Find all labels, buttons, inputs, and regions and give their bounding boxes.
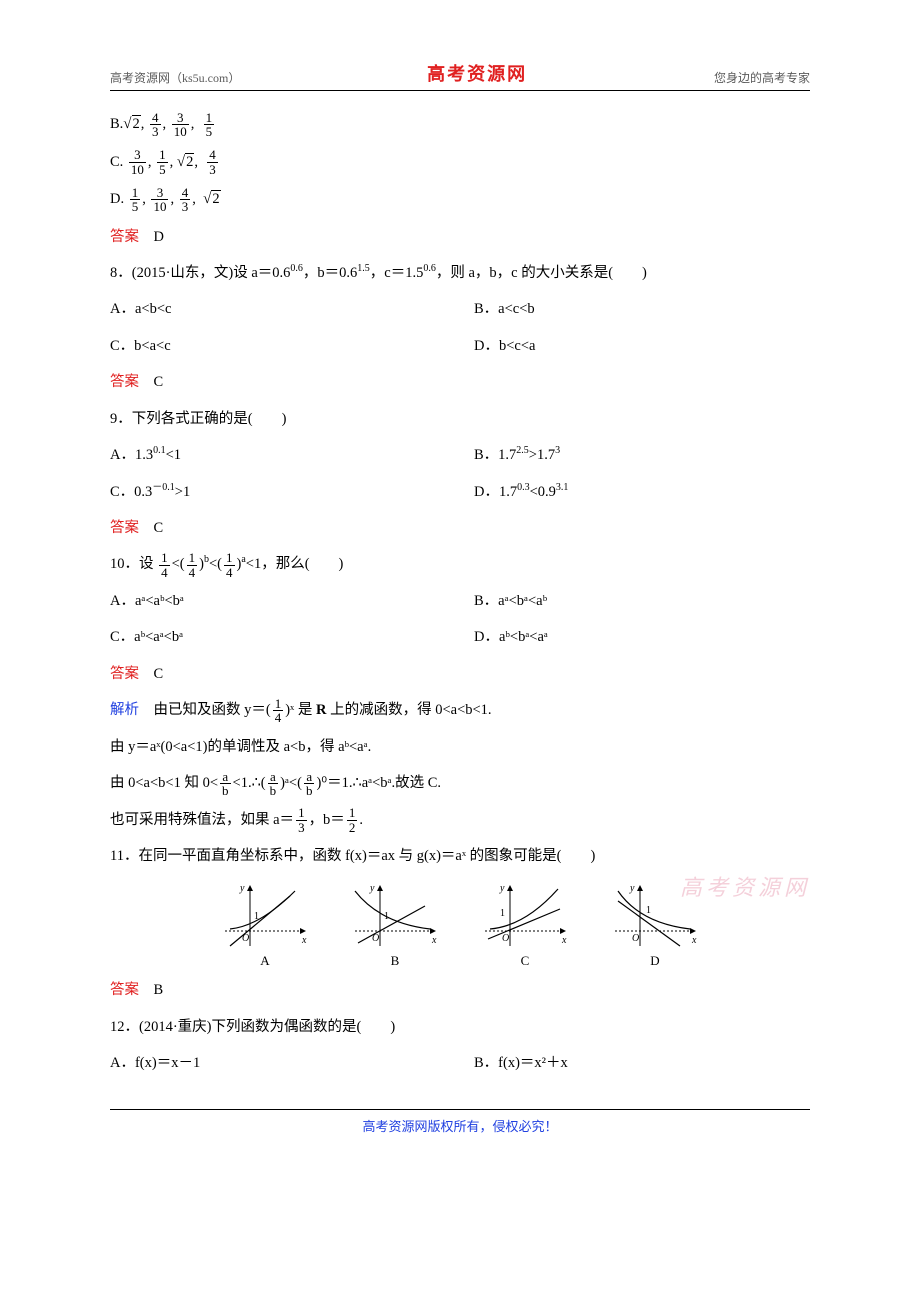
q9-row2: C．0.3－0.1>1 D．1.70.3<0.93.1 bbox=[110, 477, 810, 507]
q7-option-c: C. 310, 15, √2, 43 bbox=[110, 147, 810, 179]
q10-row2: C．aᵇ<aᵃ<bᵃ D．aᵇ<bᵃ<aᵃ bbox=[110, 622, 810, 652]
q10-opt-d: D．aᵇ<bᵃ<aᵃ bbox=[474, 622, 810, 652]
answer-label: 答案 bbox=[110, 374, 139, 390]
svg-text:y: y bbox=[239, 883, 245, 894]
graph-label: C bbox=[480, 953, 570, 969]
q7-option-d: D. 15, 310, 43, √2 bbox=[110, 184, 810, 216]
q10-opt-b: B．aᵃ<bᵃ<aᵇ bbox=[474, 586, 810, 616]
q7-option-b: B.√2, 43, 310, 15 bbox=[110, 109, 810, 141]
svg-text:O: O bbox=[632, 933, 639, 944]
q10-stem: 10．设 14<(14)b<(14)a<1，那么( ) bbox=[110, 549, 810, 579]
q8-opt-a: A．a<b<c bbox=[110, 294, 474, 324]
svg-text:x: x bbox=[301, 935, 307, 946]
explain-l2: 由 y＝aˣ(0<a<1)的单调性及 a<b，得 aᵇ<aᵃ. bbox=[110, 732, 810, 762]
answer-value: C bbox=[154, 666, 164, 682]
q12-row1: A．f(x)＝x－1 B．f(x)＝x²＋x bbox=[110, 1048, 810, 1078]
q8-opt-b: B．a<c<b bbox=[474, 294, 810, 324]
sqrt-val: 2 bbox=[211, 190, 220, 207]
header-left: 高考资源网（ks5u.com） bbox=[110, 69, 240, 86]
svg-text:y: y bbox=[369, 883, 375, 894]
q11-answer: 答案 B bbox=[110, 975, 810, 1005]
q7-answer: 答案 D bbox=[110, 222, 810, 252]
q10-row1: A．aᵃ<aᵇ<bᵃ B．aᵃ<bᵃ<aᵇ bbox=[110, 586, 810, 616]
svg-text:x: x bbox=[691, 935, 697, 946]
answer-label: 答案 bbox=[110, 520, 139, 536]
svg-text:y: y bbox=[499, 883, 505, 894]
q9-answer: 答案 C bbox=[110, 513, 810, 543]
q9-opt-d: D．1.70.3<0.93.1 bbox=[474, 477, 810, 507]
q8-row2: C．b<a<c D．b<c<a bbox=[110, 331, 810, 361]
q8-opt-c: C．b<a<c bbox=[110, 331, 474, 361]
explain-label: 解析 bbox=[110, 702, 139, 718]
footer-divider bbox=[110, 1109, 810, 1110]
graph-a: x y O 1 A bbox=[220, 881, 310, 969]
q11-graphs: x y O 1 A x y O 1 B bbox=[110, 881, 810, 969]
page-header: 高考资源网（ks5u.com） 高考资源网 您身边的高考专家 bbox=[110, 60, 810, 86]
q9-opt-a: A．1.30.1<1 bbox=[110, 440, 474, 470]
answer-value: B bbox=[154, 982, 164, 998]
header-divider bbox=[110, 90, 810, 91]
q9-row1: A．1.30.1<1 B．1.72.5>1.73 bbox=[110, 440, 810, 470]
q8-stem: 8．(2015·山东，文)设 a＝0.60.6，b＝0.61.5，c＝1.50.… bbox=[110, 258, 810, 288]
svg-text:x: x bbox=[431, 935, 437, 946]
svg-text:x: x bbox=[561, 935, 567, 946]
q10-opt-c: C．aᵇ<aᵃ<bᵃ bbox=[110, 622, 474, 652]
answer-value: C bbox=[154, 520, 164, 536]
q12-opt-a: A．f(x)＝x－1 bbox=[110, 1048, 474, 1078]
q9-opt-b: B．1.72.5>1.73 bbox=[474, 440, 810, 470]
q12-stem: 12．(2014·重庆)下列函数为偶函数的是( ) bbox=[110, 1012, 810, 1042]
q9-stem: 9．下列各式正确的是( ) bbox=[110, 404, 810, 434]
explain-l1: 解析 由已知及函数 y＝(14)ˣ 是 R 上的减函数，得 0<a<b<1. bbox=[110, 695, 810, 725]
header-center: 高考资源网 bbox=[427, 60, 527, 86]
sqrt-val: 2 bbox=[132, 115, 141, 132]
svg-text:y: y bbox=[629, 883, 635, 894]
answer-label: 答案 bbox=[110, 666, 139, 682]
footer-text: 高考资源网版权所有，侵权必究！ bbox=[110, 1116, 810, 1135]
q8-row1: A．a<b<c B．a<c<b bbox=[110, 294, 810, 324]
graph-label: A bbox=[220, 953, 310, 969]
q8-answer: 答案 C bbox=[110, 367, 810, 397]
graph-c: x y O 1 C bbox=[480, 881, 570, 969]
answer-label: 答案 bbox=[110, 229, 139, 245]
q10-opt-a: A．aᵃ<aᵇ<bᵃ bbox=[110, 586, 474, 616]
svg-text:1: 1 bbox=[254, 911, 259, 922]
answer-label: 答案 bbox=[110, 982, 139, 998]
opt-prefix: D. bbox=[110, 191, 124, 207]
q8-opt-d: D．b<c<a bbox=[474, 331, 810, 361]
answer-value: C bbox=[154, 374, 164, 390]
sqrt-val: 2 bbox=[185, 153, 194, 170]
q11-stem: 11．在同一平面直角坐标系中，函数 f(x)＝ax 与 g(x)＝aˣ 的图象可… bbox=[110, 841, 810, 871]
svg-text:1: 1 bbox=[384, 911, 389, 922]
svg-text:1: 1 bbox=[500, 908, 505, 919]
q12-opt-b: B．f(x)＝x²＋x bbox=[474, 1048, 810, 1078]
graph-label: B bbox=[350, 953, 440, 969]
graph-label: D bbox=[610, 953, 700, 969]
answer-value: D bbox=[154, 229, 164, 245]
svg-text:O: O bbox=[502, 933, 509, 944]
graph-d: x y O 1 D bbox=[610, 881, 700, 969]
svg-text:1: 1 bbox=[646, 905, 651, 916]
graph-b: x y O 1 B bbox=[350, 881, 440, 969]
q9-opt-c: C．0.3－0.1>1 bbox=[110, 477, 474, 507]
explain-l3: 由 0<a<b<1 知 0<ab<1.∴(ab)ᵃ<(ab)⁰＝1.∴aᵃ<bᵃ… bbox=[110, 768, 810, 798]
opt-prefix: B. bbox=[110, 116, 123, 132]
header-right: 您身边的高考专家 bbox=[714, 69, 810, 86]
opt-prefix: C. bbox=[110, 154, 123, 170]
q10-answer: 答案 C bbox=[110, 659, 810, 689]
explain-l4: 也可采用特殊值法，如果 a＝13，b＝12. bbox=[110, 805, 810, 835]
